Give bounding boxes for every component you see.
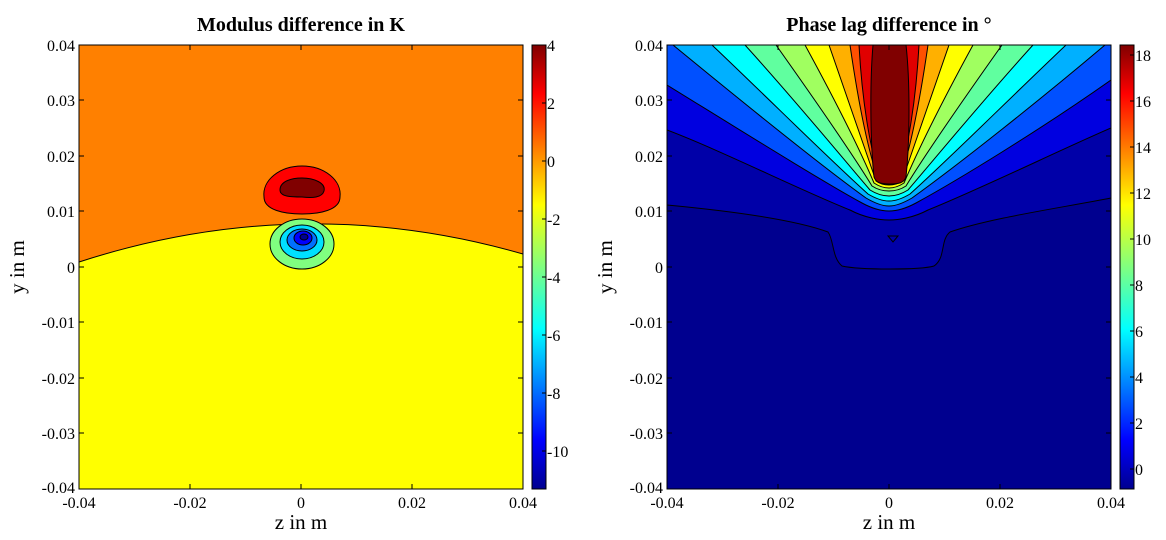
y-tick-label: -0.02 — [42, 371, 75, 388]
colorbar-gradient — [1119, 44, 1135, 490]
x-axis-label: z in m — [863, 510, 916, 534]
y-tick-label: 0.04 — [47, 38, 75, 55]
phase-lag-chart: Phase lag difference in ° -0.04 -0.02 0 — [593, 14, 1151, 534]
colorbar-tick-label: 2 — [547, 96, 555, 113]
colorbar-tick-label: 10 — [1135, 232, 1151, 249]
y-tick-label: -0.04 — [630, 480, 663, 497]
small-contour-mark — [886, 235, 900, 243]
y-tick-label: -0.04 — [42, 480, 75, 497]
colorbar-tick-label: 0 — [1135, 462, 1143, 479]
y-tick-label: -0.01 — [630, 315, 663, 332]
region-cold-core — [299, 233, 309, 241]
colorbar: 4 2 0 -2 -4 -6 -8 -10 — [531, 38, 568, 490]
colorbar-tick-label: 8 — [1135, 278, 1143, 295]
colorbar-tick-label: -2 — [547, 212, 560, 229]
plot-area — [79, 45, 523, 489]
x-tick-label: 0.02 — [398, 495, 426, 512]
y-tick-label: 0 — [655, 260, 663, 277]
chart-title: Modulus difference in K — [197, 14, 405, 36]
y-axis: 0.04 0.03 0.02 0.01 0 -0.01 -0.02 -0.03 … — [5, 38, 523, 497]
x-tick-label: -0.02 — [173, 495, 206, 512]
y-axis-label: y in m — [5, 240, 29, 294]
x-axis: -0.04 -0.02 0 0.02 0.04 z in m — [62, 45, 537, 534]
y-axis-label: y in m — [593, 240, 617, 294]
colorbar-tick-label: 14 — [1135, 140, 1151, 157]
x-tick-label: 0 — [885, 495, 893, 512]
y-tick-label: 0.02 — [47, 149, 75, 166]
y-tick-label: 0.01 — [635, 204, 663, 221]
y-tick-label: 0.03 — [47, 93, 75, 110]
y-tick-label: -0.03 — [42, 426, 75, 443]
colorbar-tick-label: -10 — [547, 444, 568, 461]
colorbar-tick-label: 0 — [547, 154, 555, 171]
colorbar-tick-label: 2 — [1135, 416, 1143, 433]
y-tick-label: 0.03 — [635, 93, 663, 110]
x-tick-label: 0.02 — [986, 495, 1014, 512]
y-tick-label: -0.03 — [630, 426, 663, 443]
y-tick-label: 0.01 — [47, 204, 75, 221]
y-axis: 0.04 0.03 0.02 0.01 0 -0.01 -0.02 -0.03 … — [593, 38, 1111, 497]
colorbar-tick-label: 6 — [1135, 324, 1143, 341]
x-axis: -0.04 -0.02 0 0.02 0.04 z in m — [650, 45, 1125, 534]
y-tick-label: -0.02 — [630, 371, 663, 388]
y-tick-label: 0 — [67, 260, 75, 277]
colorbar-tick-label: -4 — [547, 270, 560, 287]
colorbar-tick-label: -6 — [547, 328, 560, 345]
plot-area — [667, 45, 1111, 489]
modulus-chart: Modulus difference in K -0.04 -0.02 0 0.… — [5, 14, 568, 534]
colorbar: 18 16 14 12 10 8 6 4 2 0 — [1119, 44, 1151, 490]
y-tick-label: 0.02 — [635, 149, 663, 166]
colorbar-gradient — [531, 44, 547, 490]
x-axis-label: z in m — [275, 510, 328, 534]
y-tick-label: 0.04 — [635, 38, 663, 55]
x-tick-label: -0.04 — [650, 495, 683, 512]
colorbar-tick-label: 18 — [1135, 48, 1151, 65]
colorbar-tick-label: 4 — [547, 38, 555, 55]
y-tick-label: -0.01 — [42, 315, 75, 332]
chart-title: Phase lag difference in ° — [786, 14, 991, 36]
colorbar-tick-label: 12 — [1135, 186, 1151, 203]
region-fan-maximum — [870, 45, 910, 185]
x-tick-label: 0 — [297, 495, 305, 512]
x-tick-label: 0.04 — [1097, 495, 1125, 512]
colorbar-tick-label: 16 — [1135, 94, 1151, 111]
x-tick-label: -0.04 — [62, 495, 95, 512]
region-hot-spot-core — [279, 177, 325, 198]
colorbar-tick-label: -8 — [547, 386, 560, 403]
x-tick-label: -0.02 — [761, 495, 794, 512]
x-tick-label: 0.04 — [509, 495, 537, 512]
colorbar-tick-label: 4 — [1135, 370, 1143, 387]
region-lower-field — [79, 223, 523, 489]
